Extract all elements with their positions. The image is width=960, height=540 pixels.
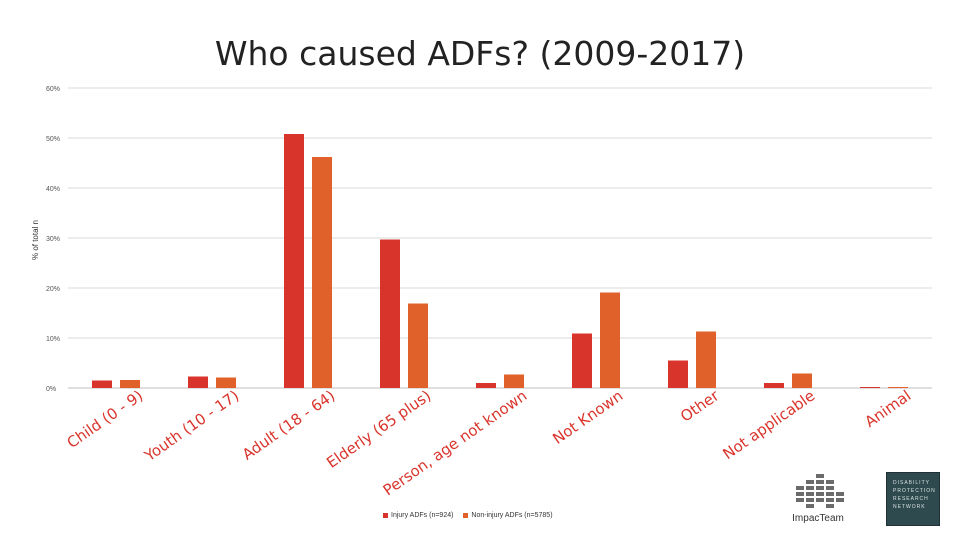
x-tick-label: Adult (18 - 64) [239, 387, 338, 464]
y-tick-label: 0% [46, 386, 56, 393]
y-tick-label: 20% [46, 286, 60, 293]
bars [92, 134, 908, 388]
bar-injury [188, 376, 208, 388]
bar-non-injury [408, 303, 428, 388]
legend-swatch-non-injury [463, 512, 469, 518]
x-tick-label: Youth (10 - 17) [140, 387, 242, 466]
chart-legend: Injury ADFs (n=924) Non-injury ADFs (n=5… [383, 512, 561, 519]
dprn-logo: DISABILITY PROTECTION RESEARCH NETWORK [886, 472, 940, 526]
grid-lines [68, 87, 932, 389]
y-tick-labels: 0% 10% 20% 30% 40% 50% 60% [46, 86, 60, 393]
legend-label-injury: Injury ADFs (n=924) [391, 512, 454, 519]
legend-item-injury: Injury ADFs (n=924) [383, 512, 453, 519]
y-tick-label: 60% [46, 86, 60, 93]
y-axis-label: % of total n [31, 220, 40, 260]
x-tick-label: Not Known [549, 387, 626, 448]
impacteam-logo-name: ImpacTeam [792, 513, 844, 524]
bar-injury [284, 134, 304, 388]
x-tick-label: Animal [861, 387, 914, 432]
bar-non-injury [696, 331, 716, 388]
y-tick-label: 40% [46, 186, 60, 193]
bar-non-injury [504, 374, 524, 388]
dprn-line-1: DISABILITY [893, 480, 930, 486]
y-tick-label: 50% [46, 136, 60, 143]
impacteam-logo-mark [796, 474, 844, 508]
bar-injury [860, 387, 880, 388]
x-tick-label: Other [677, 386, 723, 426]
bar-non-injury [888, 387, 908, 388]
bar-non-injury [600, 292, 620, 388]
bar-injury [380, 239, 400, 388]
dprn-line-3: RESEARCH [893, 496, 929, 502]
y-tick-label: 30% [46, 236, 60, 243]
legend-swatch-injury [383, 512, 388, 518]
bar-non-injury [792, 373, 812, 388]
bar-injury [764, 383, 784, 388]
x-tick-label: Not applicable [720, 387, 819, 464]
dprn-line-4: NETWORK [893, 504, 926, 510]
impacteam-logo: ImpacTeam [778, 472, 858, 532]
bar-non-injury [312, 157, 332, 388]
y-tick-label: 10% [46, 336, 60, 343]
bar-non-injury [120, 380, 140, 388]
bar-injury [668, 360, 688, 388]
bar-injury [92, 380, 112, 388]
legend-item-non-injury: Non-injury ADFs (n=5785) [463, 512, 553, 519]
bar-non-injury [216, 377, 236, 388]
bar-injury [476, 383, 496, 388]
dprn-line-2: PROTECTION [893, 488, 936, 494]
slide-title: Who caused ADFs? (2009-2017) [214, 34, 746, 73]
legend-label-non-injury: Non-injury ADFs (n=5785) [471, 512, 553, 519]
bar-injury [572, 333, 592, 388]
x-tick-label: Child (0 - 9) [64, 387, 147, 452]
dprn-logo-text: DISABILITY PROTECTION RESEARCH NETWORK [893, 479, 936, 511]
